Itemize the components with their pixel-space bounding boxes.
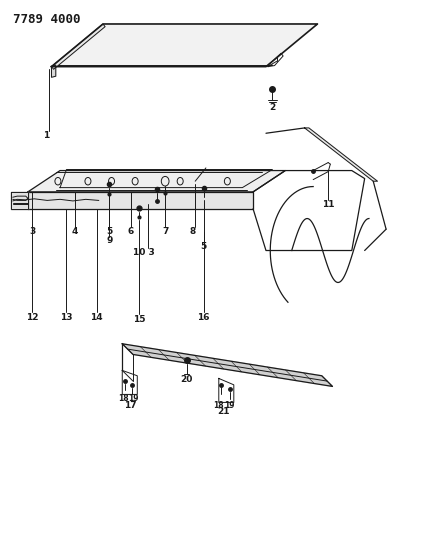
Text: 3: 3 [29,228,35,236]
Text: 21: 21 [218,407,230,416]
Polygon shape [51,24,105,69]
Text: 12: 12 [26,313,39,321]
Polygon shape [51,24,317,67]
Text: 5: 5 [201,242,207,251]
Text: 19: 19 [224,401,234,409]
Text: 16: 16 [197,313,210,321]
Polygon shape [122,344,332,386]
Text: 13: 13 [60,313,73,321]
Text: 7: 7 [162,228,168,236]
Text: 4: 4 [72,228,78,236]
Text: 2: 2 [269,103,275,112]
Polygon shape [11,192,28,209]
Text: 10 3: 10 3 [133,248,154,256]
Text: 18: 18 [118,394,129,403]
Text: 11: 11 [322,200,335,208]
Text: 8: 8 [190,228,196,236]
Text: 17: 17 [124,401,136,409]
Text: 7789 4000: 7789 4000 [13,13,80,26]
Polygon shape [28,171,285,192]
Text: 20: 20 [181,375,193,384]
Text: 18: 18 [214,401,224,409]
Text: 6: 6 [128,228,134,236]
Text: 15: 15 [133,316,146,324]
Polygon shape [305,128,378,181]
Polygon shape [28,192,253,209]
Text: 1: 1 [43,132,49,140]
Polygon shape [51,65,56,77]
Text: 14: 14 [90,313,103,321]
Text: 5: 5 [106,228,112,236]
Text: 9: 9 [106,237,112,245]
Text: 19: 19 [129,394,139,403]
